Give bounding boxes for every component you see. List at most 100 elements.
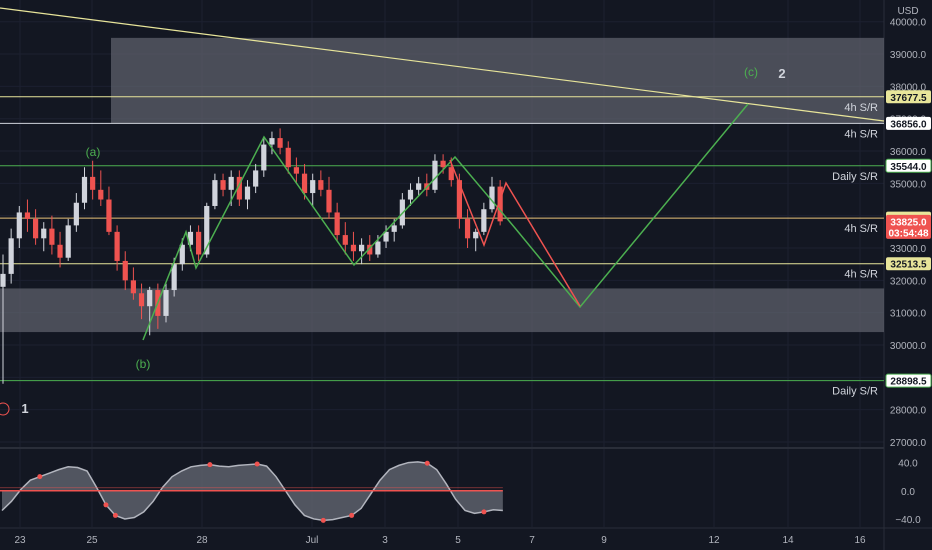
candle-body: [228, 176, 234, 190]
candle-body: [98, 189, 104, 200]
candle-body: [448, 167, 454, 181]
candle-body: [49, 228, 55, 245]
price-tick-label: 33000.0: [890, 244, 927, 255]
time-tick-label: 3: [382, 535, 388, 546]
candle-body: [187, 231, 194, 245]
candle-body: [326, 189, 332, 213]
oscillator-cross-dot: [424, 460, 430, 466]
price-tick-label: 31000.0: [890, 309, 927, 320]
candle-body: [163, 290, 169, 316]
candle-body: [359, 244, 365, 252]
time-tick-label: 25: [86, 535, 98, 546]
candle-body: [334, 212, 340, 236]
candles: [0, 128, 503, 384]
price-tick-label: 35000.0: [890, 179, 927, 190]
sr-level-label: Daily S/R: [832, 171, 878, 183]
price-tick-label: 39000.0: [890, 50, 927, 61]
sr-zones: [0, 37, 884, 333]
candle-body: [236, 176, 242, 200]
wave-label: (c): [744, 65, 758, 79]
candle-body: [407, 189, 414, 200]
time-tick-label: 9: [601, 535, 607, 546]
wave-label: 1: [21, 401, 28, 416]
oscillator-cross-dot: [349, 512, 355, 518]
wave-projection[interactable]: [142, 103, 749, 341]
candle-body: [179, 244, 185, 265]
candle-body: [244, 186, 251, 200]
descending-trendline: [0, 7, 885, 122]
oscillator-cross-dot: [254, 461, 260, 467]
candle-body: [106, 199, 112, 232]
candle-body: [130, 280, 136, 294]
oscillator-area: [2, 461, 503, 521]
time-tick-label: 28: [196, 535, 208, 546]
oscillator-pane: 40.0 0.0 −40.0: [0, 459, 921, 526]
candle-body: [171, 264, 177, 291]
currency-label: USD: [897, 6, 918, 17]
candle-body: [8, 238, 14, 274]
time-tick-label: 14: [782, 535, 794, 546]
candle-body: [138, 293, 145, 307]
candle-body: [367, 244, 373, 255]
price-tag-label: 32513.5: [890, 260, 927, 271]
candle-body: [391, 225, 397, 232]
time-tick-label: 23: [14, 535, 26, 546]
oscillator-cross-dot: [320, 517, 326, 523]
alert-marker-icon: [0, 402, 10, 416]
sr-level-label: Daily S/R: [832, 386, 878, 398]
price-tag: [886, 116, 931, 130]
candle-body: [481, 209, 487, 232]
candle-body: [277, 138, 283, 148]
oscillator-line: [1, 461, 503, 522]
candle-body: [0, 273, 6, 287]
price-tag-label: 35544.0: [890, 162, 927, 173]
sr-zone: [111, 37, 884, 124]
time-tick-label: 5: [455, 535, 461, 546]
price-tag: [885, 158, 932, 173]
candle-body: [261, 144, 267, 171]
candle-body: [81, 176, 88, 203]
price-tick-label: 27000.0: [890, 438, 927, 449]
price-tag-label: 37677.5: [890, 93, 927, 104]
candle-body: [253, 170, 259, 187]
candle-body: [440, 160, 446, 168]
candle-body: [122, 260, 128, 281]
sr-level-label: 4h S/R: [844, 269, 878, 281]
price-axis[interactable]: 27000.028000.029000.030000.031000.032000…: [885, 18, 932, 449]
time-tick-label: 7: [529, 535, 535, 546]
candle-body: [456, 180, 462, 219]
price-tag-label: 36856.0: [890, 119, 927, 130]
sr-level-label: 4h S/R: [844, 128, 878, 140]
oscillator-cross-dot: [112, 512, 118, 518]
candle-body: [301, 173, 308, 194]
candle-body: [90, 176, 96, 190]
oscillator-tick-label: −40.0: [895, 515, 921, 526]
candle-body: [269, 138, 275, 145]
price-tag-label: 28898.5: [890, 377, 927, 388]
time-axis[interactable]: 23 25 28 Jul 3 5 7 9 12 14 16: [14, 535, 866, 546]
wave-label: (b): [136, 357, 151, 371]
candle-body: [375, 241, 381, 255]
sr-level-label: 4h S/R: [844, 102, 878, 114]
wave-labels: (a) (b) (c) 2 1: [0, 65, 786, 416]
candle-body: [41, 228, 47, 239]
candle-body: [196, 231, 202, 255]
candle-body: [65, 225, 71, 258]
candle-body: [497, 186, 503, 222]
oscillator-cross-dot: [481, 509, 487, 515]
candle-body: [350, 244, 357, 252]
price-tag-label: 33825.0: [890, 217, 927, 228]
price-tick-label: 40000.0: [890, 18, 927, 29]
candle-body: [464, 218, 471, 239]
oscillator-cross-dot: [103, 502, 109, 508]
candle-body: [318, 180, 324, 190]
candle-body: [416, 183, 422, 190]
trendline[interactable]: [0, 7, 885, 122]
sr-levels: 4h S/R 4h S/R Daily S/R 4h S/R 4h S/R Daily S…: [0, 96, 884, 398]
time-tick-label: 12: [708, 535, 720, 546]
candle-body: [293, 167, 299, 174]
candle-body: [473, 231, 479, 239]
price-tick-label: 30000.0: [890, 341, 927, 352]
candle-body: [73, 202, 79, 226]
